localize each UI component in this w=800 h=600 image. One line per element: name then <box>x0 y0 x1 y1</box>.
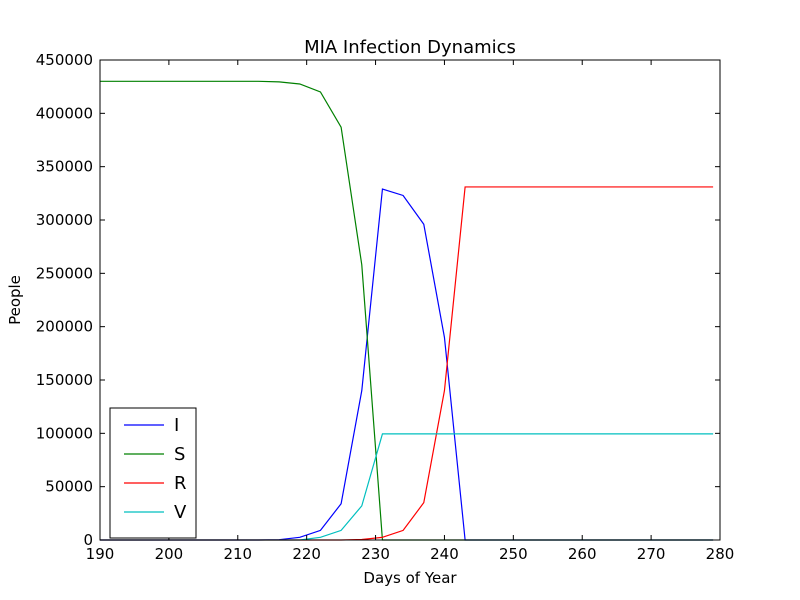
x-tick-label: 270 <box>637 545 666 563</box>
y-tick-label: 350000 <box>36 158 93 176</box>
legend-label-I: I <box>174 415 179 436</box>
chart-title: MIA Infection Dynamics <box>304 37 516 58</box>
y-tick-label: 150000 <box>36 371 93 389</box>
y-axis-title: People <box>6 275 24 325</box>
x-tick-label: 280 <box>706 545 735 563</box>
x-tick-label: 200 <box>155 545 184 563</box>
y-tick-label: 100000 <box>36 424 93 442</box>
x-tick-label: 220 <box>292 545 321 563</box>
y-tick-label: 400000 <box>36 104 93 122</box>
x-tick-label: 210 <box>223 545 252 563</box>
plot-frame <box>99 59 721 541</box>
legend-label-R: R <box>174 473 187 494</box>
y-axis: 0 50000 100000 150000 200000 250000 300000 3500… <box>36 51 720 549</box>
x-tick-label: 260 <box>568 545 597 563</box>
legend-label-S: S <box>174 444 185 465</box>
y-tick-label: 0 <box>83 531 93 549</box>
y-tick-label: 200000 <box>36 318 93 336</box>
legend-label-V: V <box>174 502 187 523</box>
x-axis: 190 200 210 220 230 240 250 260 270 280 <box>86 60 735 563</box>
x-tick-label: 240 <box>430 545 459 563</box>
x-axis-title: Days of Year <box>363 569 457 587</box>
y-tick-label: 450000 <box>36 51 93 69</box>
y-tick-label: 250000 <box>36 264 93 282</box>
x-tick-label: 190 <box>86 545 115 563</box>
y-tick-label: 50000 <box>45 478 93 496</box>
x-tick-label: 250 <box>499 545 528 563</box>
legend-box <box>109 407 197 539</box>
y-tick-label: 300000 <box>36 211 93 229</box>
x-tick-label: 230 <box>361 545 390 563</box>
